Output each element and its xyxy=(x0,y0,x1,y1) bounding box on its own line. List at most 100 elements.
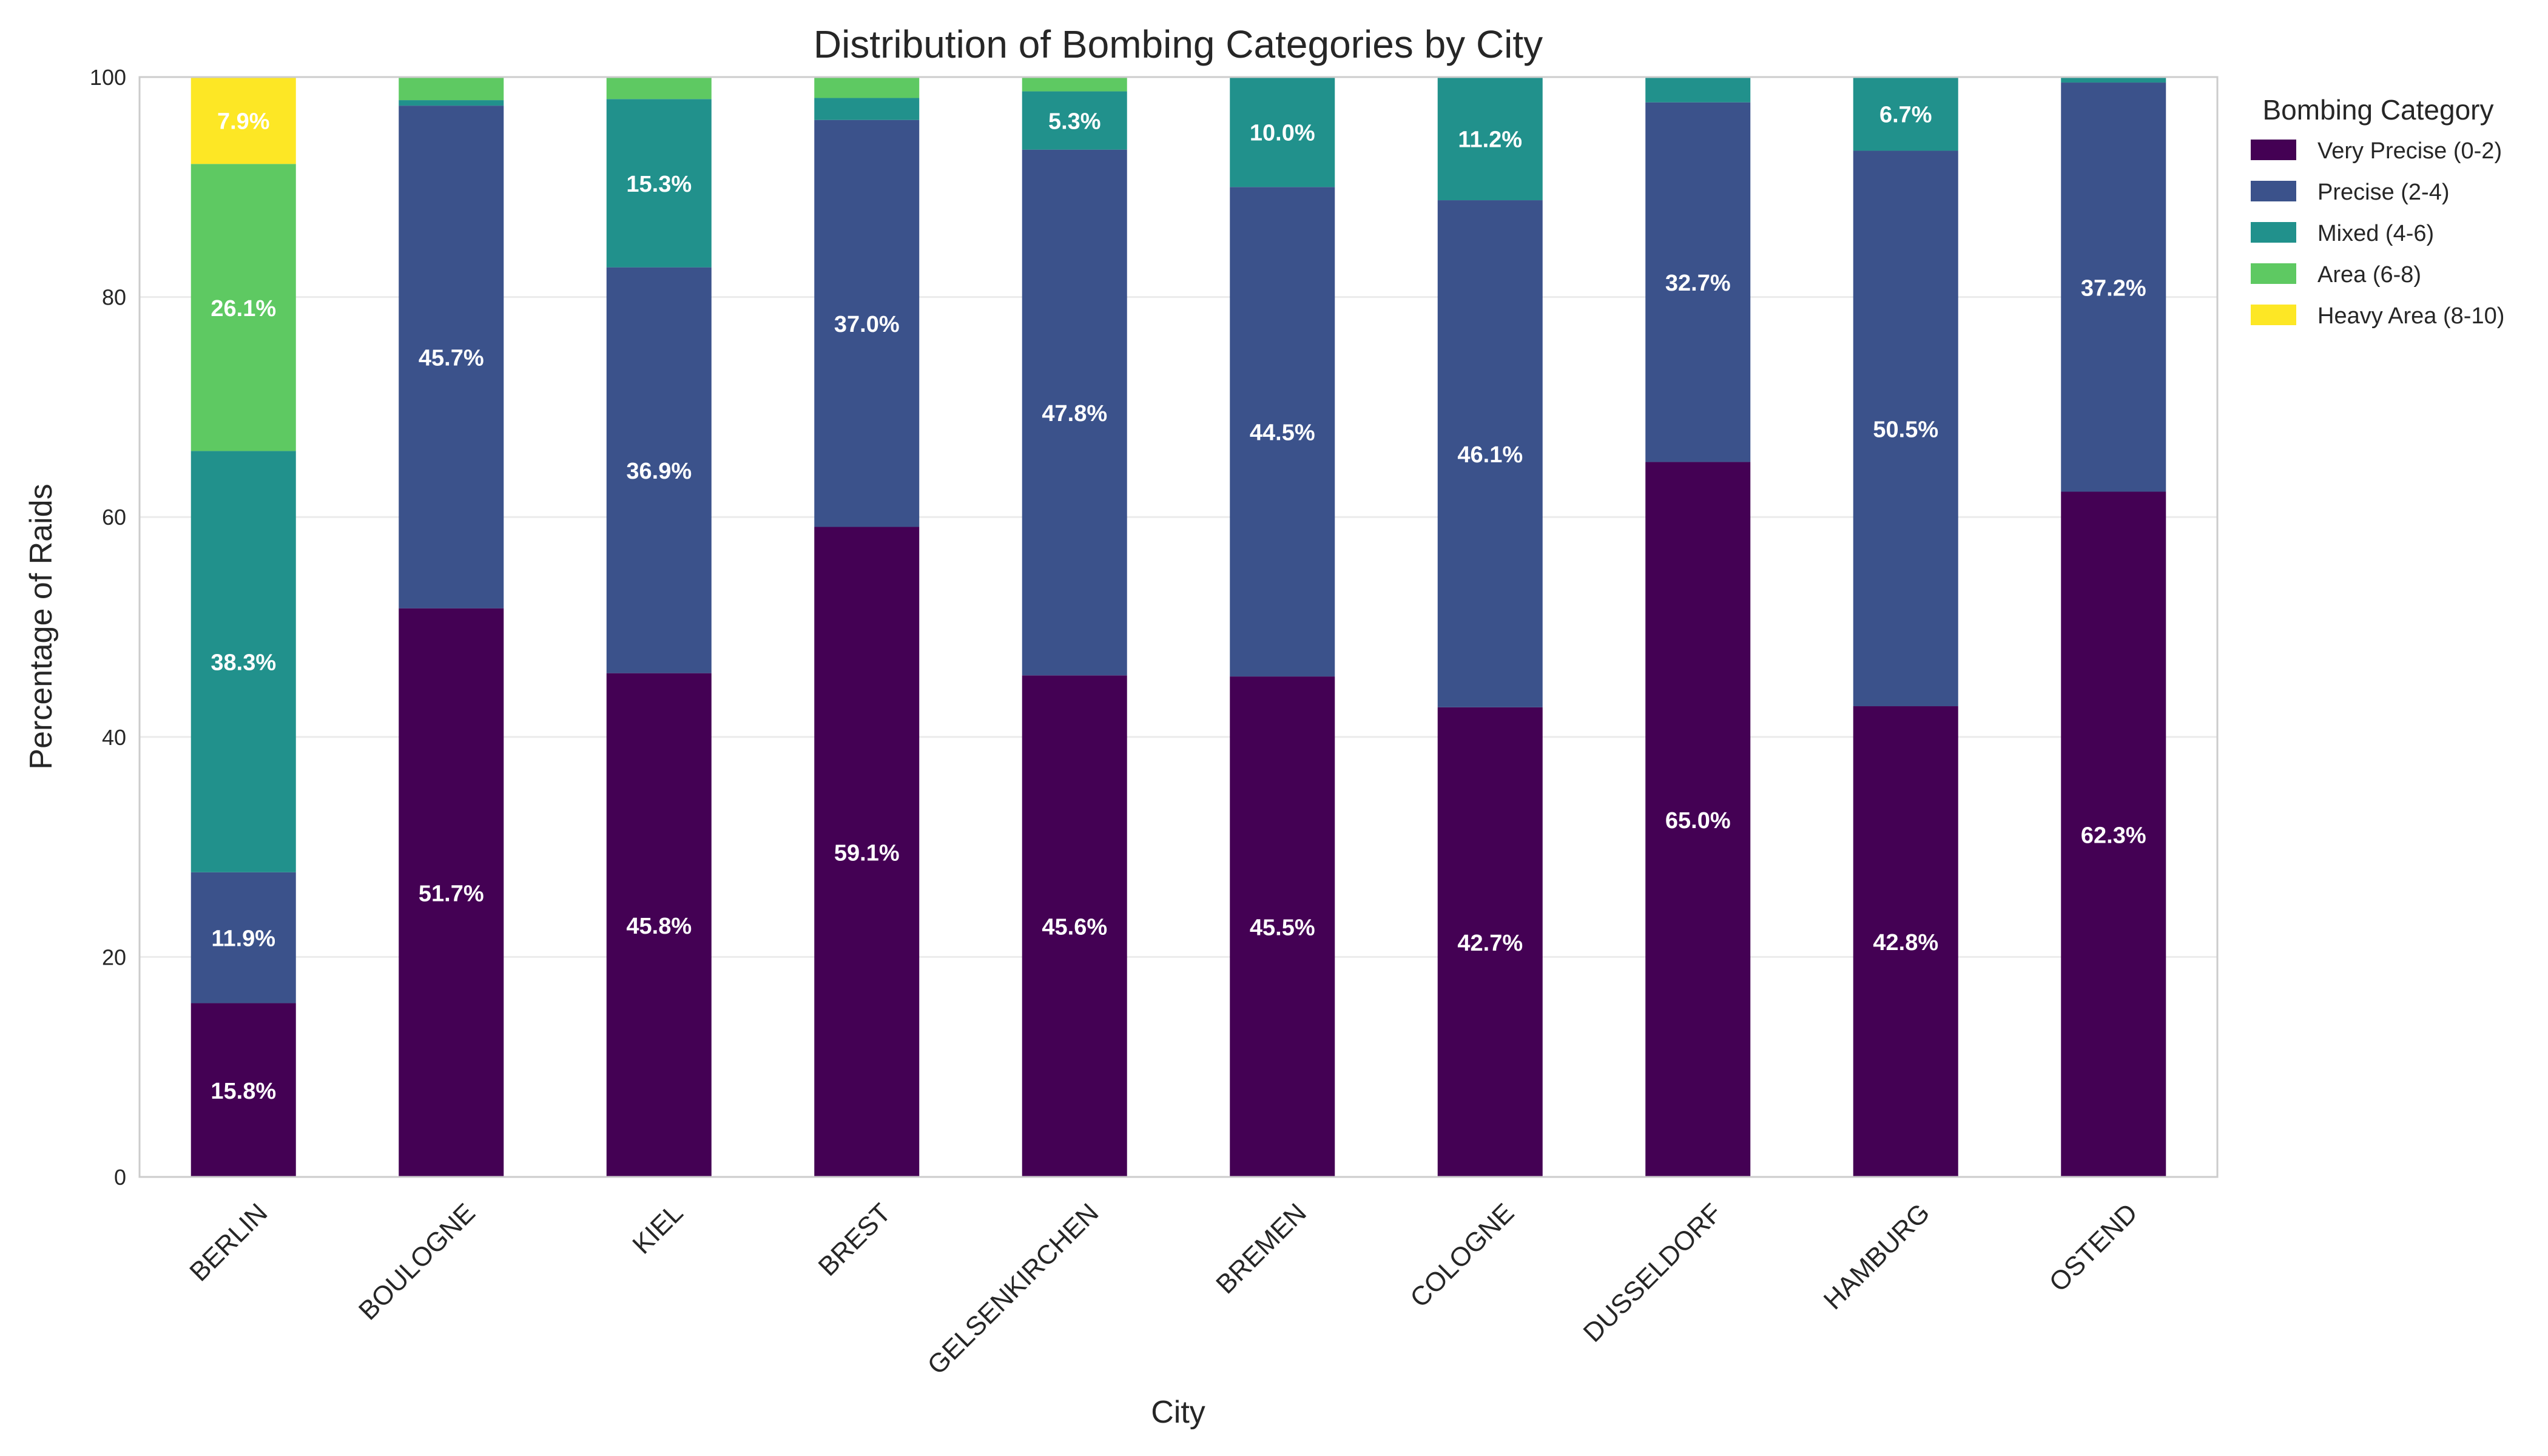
bar-segment xyxy=(606,673,712,1177)
bar-segment xyxy=(1853,77,1958,151)
legend-entry: Precise (2-4) xyxy=(2317,180,2450,205)
legend-swatch xyxy=(2251,305,2296,325)
bar-segment xyxy=(1645,77,1751,103)
bar-value-label: 47.8% xyxy=(1042,401,1107,426)
bar-value-label: 5.3% xyxy=(1048,109,1101,135)
bar-value-label: 45.6% xyxy=(1042,915,1107,940)
bar-segment xyxy=(1230,676,1335,1177)
y-tick-label: 100 xyxy=(90,65,126,90)
bar-segment xyxy=(2061,77,2166,83)
bar-value-label: 36.9% xyxy=(626,459,692,484)
bar-value-label: 32.7% xyxy=(1665,271,1731,296)
bar-value-label: 6.7% xyxy=(1879,103,1932,128)
bar-segment xyxy=(606,267,712,673)
x-tick-label: DUSSELDORF xyxy=(1578,1198,1728,1347)
bar-value-label: 10.0% xyxy=(1250,121,1315,146)
bar-segment xyxy=(1853,706,1958,1177)
bar-segment xyxy=(1230,77,1335,187)
bar-segment xyxy=(399,106,504,608)
bar-value-label: 38.3% xyxy=(211,650,276,676)
x-axis-label: City xyxy=(1151,1395,1205,1430)
y-axis-ticks: 0 20 40 60 80 100 xyxy=(90,65,126,1190)
bar-value-label: 15.3% xyxy=(626,172,692,197)
x-tick-label: BREMEN xyxy=(1210,1198,1312,1299)
legend-entry: Area (6-8) xyxy=(2317,262,2421,288)
y-tick-label: 0 xyxy=(114,1165,126,1190)
x-tick-label: OSTEND xyxy=(2044,1198,2143,1297)
bar-segment xyxy=(814,98,920,120)
bar-value-label: 45.5% xyxy=(1250,915,1315,941)
legend-entry: Heavy Area (8-10) xyxy=(2317,303,2504,329)
x-tick-label: BREST xyxy=(813,1198,897,1281)
y-tick-label: 20 xyxy=(102,945,126,969)
y-tick-label: 80 xyxy=(102,285,126,310)
bar-segment xyxy=(814,527,920,1177)
bar-segment xyxy=(2061,491,2166,1177)
x-axis-ticks: BERLIN BOULOGNE KIEL BREST GELSENKIRCHEN BREM… xyxy=(184,1198,2143,1380)
bar-segment xyxy=(1022,149,1127,676)
bar-value-label: 62.3% xyxy=(2081,823,2146,848)
bar-segment xyxy=(606,99,712,268)
bar-value-label: 15.8% xyxy=(211,1079,276,1104)
bar-value-label: 42.7% xyxy=(1457,931,1523,956)
bar-value-label: 7.9% xyxy=(217,109,270,135)
bar-value-label: 45.8% xyxy=(626,914,692,939)
x-tick-label: COLOGNE xyxy=(1404,1198,1520,1313)
bar-value-label: 46.1% xyxy=(1457,442,1523,468)
legend-title: Bombing Category xyxy=(2263,94,2494,126)
bar-segment xyxy=(399,608,504,1177)
bar-value-label: 50.5% xyxy=(1873,417,1938,442)
x-tick-label: BOULOGNE xyxy=(353,1198,481,1326)
bar-value-label: 51.7% xyxy=(419,881,484,906)
bar-value-label: 45.7% xyxy=(419,345,484,371)
bar-value-label: 11.9% xyxy=(211,926,275,952)
bar-segment xyxy=(399,100,504,106)
legend-swatch xyxy=(2251,222,2296,243)
bar-segment xyxy=(190,1003,296,1177)
bar-segment xyxy=(2061,83,2166,492)
bar-segment xyxy=(190,872,296,1003)
legend-swatch xyxy=(2251,140,2296,160)
bar-segment xyxy=(606,77,712,99)
bar-labels: 15.8% 11.9% 38.3% 26.1% 7.9% 51.7% 45.7% 45.8% 3… xyxy=(211,103,2146,1104)
legend-swatch xyxy=(2251,181,2296,201)
bar-segment xyxy=(1022,91,1127,150)
bar-value-label: 37.2% xyxy=(2081,275,2146,301)
bar-segment xyxy=(190,451,296,872)
bar-value-label: 11.2% xyxy=(1458,127,1522,153)
bar-segment xyxy=(399,77,504,101)
bar-segment xyxy=(814,77,920,98)
bar-segment xyxy=(1437,77,1543,201)
legend-entry: Very Precise (0-2) xyxy=(2317,138,2502,164)
bar-segment xyxy=(814,120,920,527)
bar-segment xyxy=(1853,150,1958,707)
x-tick-label: KIEL xyxy=(627,1198,689,1259)
bar-value-label: 59.1% xyxy=(834,840,900,866)
x-tick-label: GELSENKIRCHEN xyxy=(922,1198,1104,1380)
bar-segment xyxy=(1437,707,1543,1177)
plot-frame xyxy=(138,76,2219,1178)
bars xyxy=(190,77,2166,1177)
bar-segment xyxy=(190,77,296,164)
bar-value-label: 42.8% xyxy=(1873,930,1938,956)
y-tick-label: 60 xyxy=(102,505,126,530)
chart-title: Distribution of Bombing Categories by Ci… xyxy=(814,22,1543,66)
bar-value-label: 44.5% xyxy=(1250,420,1315,446)
x-tick-label: BERLIN xyxy=(184,1198,273,1287)
bar-segment xyxy=(190,164,296,451)
legend: Bombing Category Very Precise (0-2) Preci… xyxy=(2251,94,2504,329)
y-axis-label: Percentage of Raids xyxy=(24,484,59,769)
bar-segment xyxy=(1645,462,1751,1177)
bar-segment xyxy=(1230,187,1335,677)
legend-swatch xyxy=(2251,263,2296,284)
bar-value-label: 26.1% xyxy=(211,296,276,322)
y-tick-label: 40 xyxy=(102,725,126,750)
bar-segment xyxy=(1022,77,1127,92)
x-tick-label: HAMBURG xyxy=(1818,1198,1936,1315)
bar-segment xyxy=(1022,675,1127,1177)
legend-entry: Mixed (4-6) xyxy=(2317,221,2434,246)
bar-segment xyxy=(1645,102,1751,462)
bar-value-label: 37.0% xyxy=(834,312,900,337)
bar-segment xyxy=(1437,200,1543,707)
